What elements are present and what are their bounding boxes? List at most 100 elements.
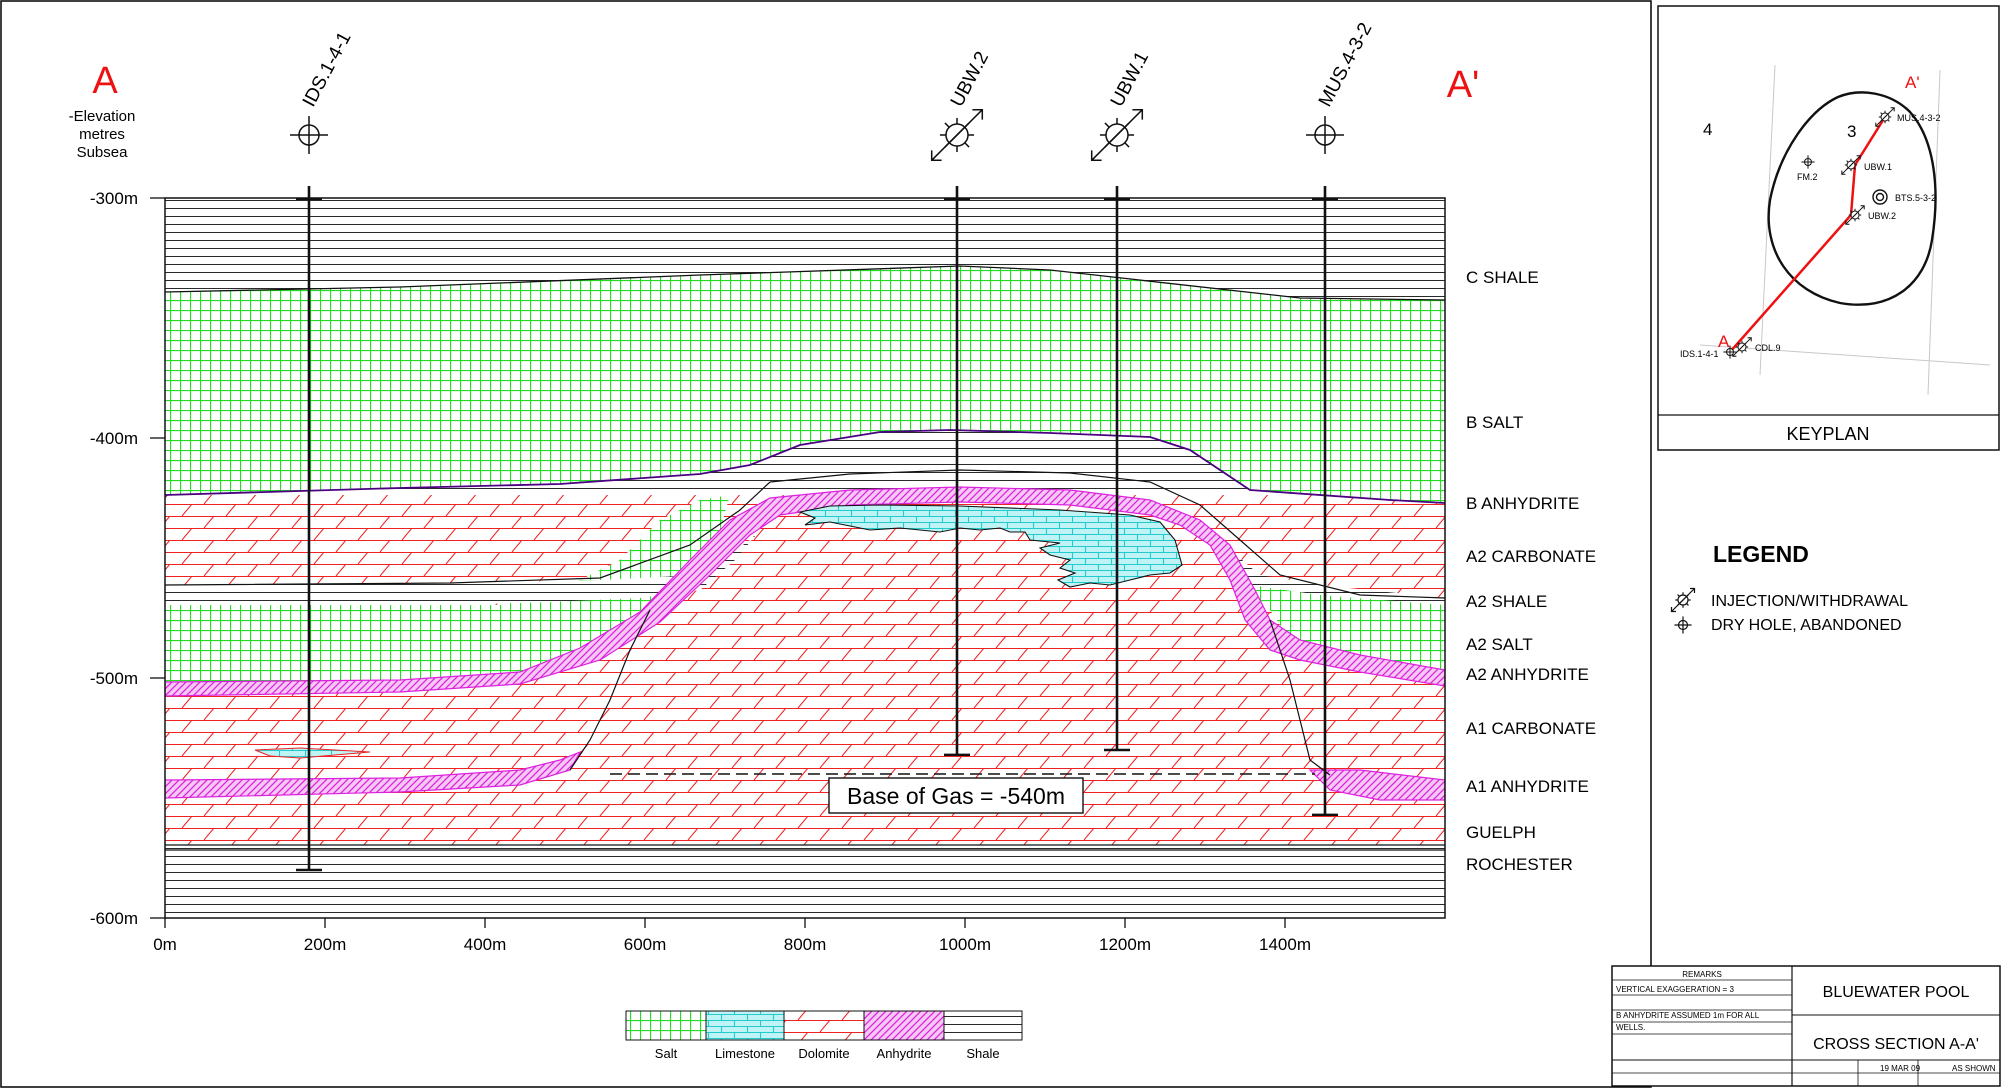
drawing-title-section: CROSS SECTION A-A': [1813, 1036, 1979, 1053]
formation-label: GUELPH: [1466, 823, 1536, 842]
legend-swatch-shale: [943, 1010, 1023, 1041]
well-name-label: UBW.1: [1107, 48, 1153, 110]
injection-well-icon: [930, 108, 984, 162]
formation-label: A2 SALT: [1466, 635, 1533, 654]
well-name-label: IDS.1-4-1: [299, 29, 356, 111]
keyplan-well-label: FM.2: [1797, 172, 1818, 182]
formation-label: A2 SHALE: [1466, 592, 1547, 611]
section-start-label: A: [92, 60, 118, 102]
keyplan-well-cdl-9: CDL.9: [1732, 337, 1781, 357]
dry-hole-icon: [1801, 155, 1815, 169]
formation-label: A2 CARBONATE: [1466, 547, 1596, 566]
remarks-header: REMARKS: [1682, 970, 1722, 979]
keyplan-well-label: UBW.1: [1864, 162, 1892, 172]
base-of-gas-box: [828, 777, 1084, 814]
formation-label: A1 ANHYDRITE: [1466, 777, 1589, 796]
keyplan-well-bts-5-3-2: BTS.5-3-2: [1872, 189, 1936, 205]
legend-label-salt: Salt: [655, 1046, 678, 1061]
a2-shale-right: [1190, 520, 1445, 605]
remark-wells: WELLS.: [1616, 1023, 1645, 1032]
minor-lens: [254, 747, 371, 759]
a2-salt-left: [165, 495, 730, 686]
well-name-label: MUS.4-3-2: [1315, 19, 1377, 110]
well-ring-icon: [1872, 189, 1888, 205]
keyplan-wells: MUS.4-3-2 UBW.1 FM.2 BTS.5-3-2 UBW.2 CDL.9 IDS…: [1680, 107, 1941, 359]
limestone-gas-pod: [798, 504, 1183, 588]
sheet-frame: [0, 0, 1652, 1088]
a2-anhydrite: [165, 486, 1445, 697]
legend-item-dry-hole: DRY HOLE, ABANDONED: [1711, 617, 1902, 634]
legend-swatch-salt: [625, 1010, 707, 1041]
title-block: REMARKS VERTICAL EXAGGERATION = 3 B ANHY…: [1611, 965, 2001, 1087]
remark-exaggeration: VERTICAL EXAGGERATION = 3: [1616, 985, 1734, 994]
keyplan-well-label: CDL.9: [1755, 343, 1781, 353]
dry-hole-icon: [1306, 116, 1344, 154]
formation-label: C SHALE: [1466, 268, 1539, 287]
formation-label: A1 CARBONATE: [1466, 719, 1596, 738]
dist-tick-label: 1000m: [939, 935, 991, 954]
dist-tick-label: 200m: [304, 935, 347, 954]
elev-tick-label: -400m: [90, 429, 138, 448]
formation-labels: C SHALE B SALT B ANHYDRITE A2 CARBONATE A2 S…: [1466, 268, 1596, 874]
keyplan-point-a: A: [1718, 332, 1730, 351]
formation-label: B ANHYDRITE: [1466, 494, 1579, 513]
legend-swatch-anhydrite: [863, 1010, 945, 1041]
dry-hole-icon: [290, 116, 328, 154]
drawing-date: 19 MAR 09: [1880, 1064, 1921, 1073]
formation-label: B SALT: [1466, 413, 1523, 432]
keyplan-well-mus-4-3-2: MUS.4-3-2: [1875, 107, 1941, 127]
dist-tick-label: 0m: [153, 935, 177, 954]
legend-title: LEGEND: [1713, 541, 1809, 567]
keyplan-title: KEYPLAN: [1786, 424, 1869, 444]
section-end-label: A': [1447, 64, 1480, 106]
legend-injection-icon: [1670, 587, 1696, 613]
elevation-label-1: -Elevation: [69, 108, 136, 125]
legend-label-anhydrite: Anhydrite: [877, 1046, 932, 1061]
b-salt: [165, 266, 1445, 503]
drawing-title-pool: BLUEWATER POOL: [1823, 984, 1970, 1001]
injection-well-icon: [1732, 337, 1752, 357]
distance-axis: 0m 200m 400m 600m 800m 1000m 1200m 1400m: [153, 918, 1311, 954]
keyplan-section-3: 3: [1847, 122, 1856, 141]
remark-anhydrite: B ANHYDRITE ASSUMED 1m FOR ALL: [1616, 1011, 1760, 1020]
elev-tick-label: -300m: [90, 189, 138, 208]
injection-well-icon: [1841, 155, 1861, 175]
a1-anhydrite-left: [165, 750, 582, 799]
dry-hole-icon: [1723, 345, 1737, 359]
keyplan-well-fm-2: FM.2: [1797, 155, 1818, 182]
legend-label-limestone: Limestone: [715, 1046, 775, 1061]
a1-anhydrite-right: [1308, 769, 1445, 801]
dist-tick-label: 1200m: [1099, 935, 1151, 954]
keyplan-well-label: BTS.5-3-2: [1895, 193, 1936, 203]
dist-tick-label: 1400m: [1259, 935, 1311, 954]
injection-well-icon: [1875, 107, 1895, 127]
dist-tick-label: 800m: [784, 935, 827, 954]
keyplan-well-ubw-1: UBW.1: [1841, 155, 1892, 175]
a2-salt-right: [1240, 580, 1445, 675]
legend-item-injection: INJECTION/WITHDRAWAL: [1711, 593, 1908, 610]
elevation-axis: -300m -400m -500m -600m: [90, 189, 165, 928]
pool-outline: [1767, 91, 1937, 306]
cross-section: [164, 197, 1446, 919]
formation-label: ROCHESTER: [1466, 855, 1573, 874]
keyplan: KEYPLAN 4 3 A A' MUS.4-3-2 UBW.1 FM.2 BTS.5…: [1657, 5, 2000, 451]
keyplan-well-ubw-2: UBW.2: [1845, 205, 1896, 225]
dist-tick-label: 400m: [464, 935, 507, 954]
elevation-label-3: Subsea: [77, 144, 129, 161]
well-name-label: UBW.2: [947, 48, 993, 110]
legend-swatch-dolomite: [783, 1010, 865, 1041]
base-of-gas-label: Base of Gas = -540m: [847, 783, 1065, 809]
elev-tick-label: -500m: [90, 669, 138, 688]
symbol-legend: LEGEND INJECTION/WITHDRAWAL DRY HOLE, AB…: [1670, 541, 1908, 634]
legend-dry-hole-icon: [1674, 616, 1692, 634]
elev-tick-label: -600m: [90, 909, 138, 928]
injection-well-icon: [1090, 108, 1144, 162]
keyplan-well-ids-1-4-1: IDS.1-4-1: [1680, 345, 1737, 359]
keyplan-point-a-prime: A': [1905, 73, 1920, 92]
injection-well-icon: [1845, 205, 1865, 225]
elevation-label-2: metres: [79, 126, 125, 143]
keyplan-well-label: MUS.4-3-2: [1897, 113, 1941, 123]
keyplan-section-4: 4: [1703, 120, 1712, 139]
drawing-scale: AS SHOWN: [1952, 1064, 1996, 1073]
section-line: [1729, 116, 1887, 353]
